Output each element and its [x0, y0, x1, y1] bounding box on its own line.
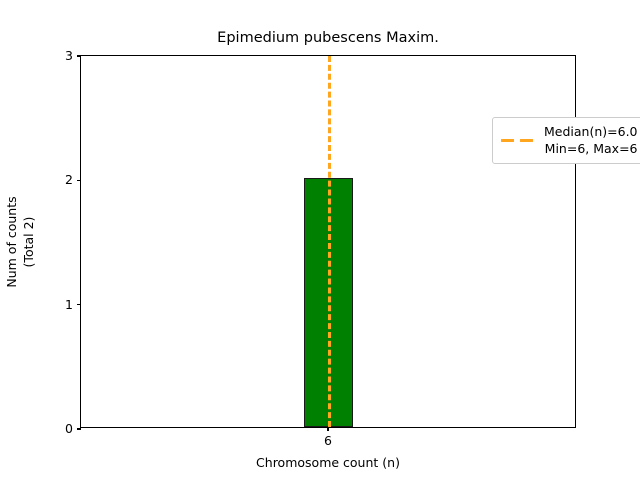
legend-dashed-line-icon — [501, 134, 535, 148]
x-axis-ticklabel: 6 — [324, 433, 332, 448]
page-title: Epimedium pubescens Maxim. — [217, 30, 439, 46]
plot-area: 3 2 1 0 6 Median( — [65, 48, 640, 448]
x-axis-label: Chromosome count (n) — [256, 455, 400, 470]
x-axis-tickmark — [327, 427, 329, 431]
legend-label-line1: Median(n)=6.0 — [544, 124, 638, 139]
y-axis-label-container: Num of counts (Total 2) — [0, 55, 40, 428]
y-axis-ticklabel: 1 — [65, 296, 73, 312]
legend-label-line2: Min=6, Max=6 — [544, 140, 638, 156]
y-axis-tickmark — [77, 179, 81, 181]
y-axis-tickmark — [77, 428, 81, 430]
y-axis-tickmark — [77, 55, 81, 57]
y-axis-label: Num of counts (Total 2) — [3, 196, 37, 287]
y-axis-label-line2: (Total 2) — [21, 216, 36, 267]
median-line — [328, 56, 331, 427]
y-axis-ticklabel: 3 — [65, 48, 73, 63]
legend: Median(n)=6.0 Min=6, Max=6 — [492, 117, 640, 164]
y-axis-ticklabel: 2 — [65, 172, 73, 188]
y-axis-label-line1: Num of counts — [4, 195, 19, 288]
legend-label: Median(n)=6.0 Min=6, Max=6 — [544, 124, 638, 157]
y-axis-tickmark — [77, 304, 81, 306]
y-axis-ticklabel: 0 — [65, 421, 73, 436]
